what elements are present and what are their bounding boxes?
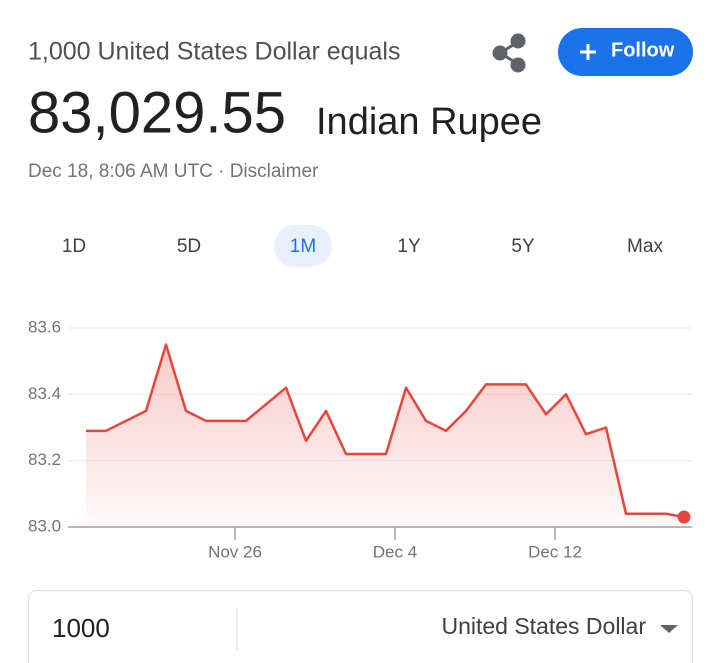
tab[interactable]: 1M bbox=[290, 236, 316, 257]
currency-select[interactable]: United States Dollar bbox=[441, 613, 646, 639]
converter-box bbox=[28, 590, 693, 663]
separator: · bbox=[218, 161, 224, 182]
y-tick-label: 83.4 bbox=[28, 384, 61, 403]
follow-bg[interactable] bbox=[558, 28, 693, 76]
range-tabs: 1D 5D 1M 1Y 5Y Max bbox=[62, 225, 663, 267]
tab[interactable]: 5D bbox=[177, 236, 201, 257]
tab[interactable]: Max bbox=[627, 236, 663, 257]
follow-label[interactable]: Follow bbox=[611, 39, 675, 61]
plus-icon bbox=[580, 44, 596, 60]
disclaimer[interactable]: Disclaimer bbox=[230, 161, 319, 182]
price-line bbox=[86, 343, 685, 519]
follow-button[interactable]: Follow bbox=[558, 28, 693, 76]
tab[interactable]: 5Y bbox=[511, 236, 535, 257]
x-tick-label: Dec 4 bbox=[373, 542, 417, 561]
subtitle: 1,000 United States Dollar equals bbox=[28, 38, 400, 66]
y-tick-label: 83.2 bbox=[28, 450, 61, 469]
converter: 1000 United States Dollar bbox=[28, 590, 693, 663]
y-tick-label: 83.6 bbox=[28, 317, 61, 336]
x-tick-label: Nov 26 bbox=[208, 542, 262, 561]
amount: 83,029.55 bbox=[28, 80, 286, 145]
dropdown-arrow[interactable] bbox=[660, 625, 678, 633]
tab-highlight bbox=[274, 225, 332, 267]
tab[interactable]: 1Y bbox=[397, 236, 421, 257]
timestamp: Dec 18, 8:06 AM UTC · Disclaimer bbox=[28, 161, 319, 182]
chart: 83.0 83.2 83.4 83.6 Nov 26 Dec 4 Dec 12 bbox=[28, 317, 692, 561]
share-icon[interactable] bbox=[492, 33, 526, 73]
time: Dec 18, 8:06 AM UTC bbox=[28, 161, 213, 182]
area-fill bbox=[86, 344, 684, 527]
y-tick-label: 83.0 bbox=[28, 516, 61, 535]
x-tick-label: Dec 12 bbox=[528, 542, 582, 561]
amount-input[interactable]: 1000 bbox=[52, 613, 110, 643]
end-dot bbox=[677, 510, 691, 524]
currency: Indian Rupee bbox=[316, 101, 542, 143]
tab[interactable]: 1D bbox=[62, 236, 86, 257]
